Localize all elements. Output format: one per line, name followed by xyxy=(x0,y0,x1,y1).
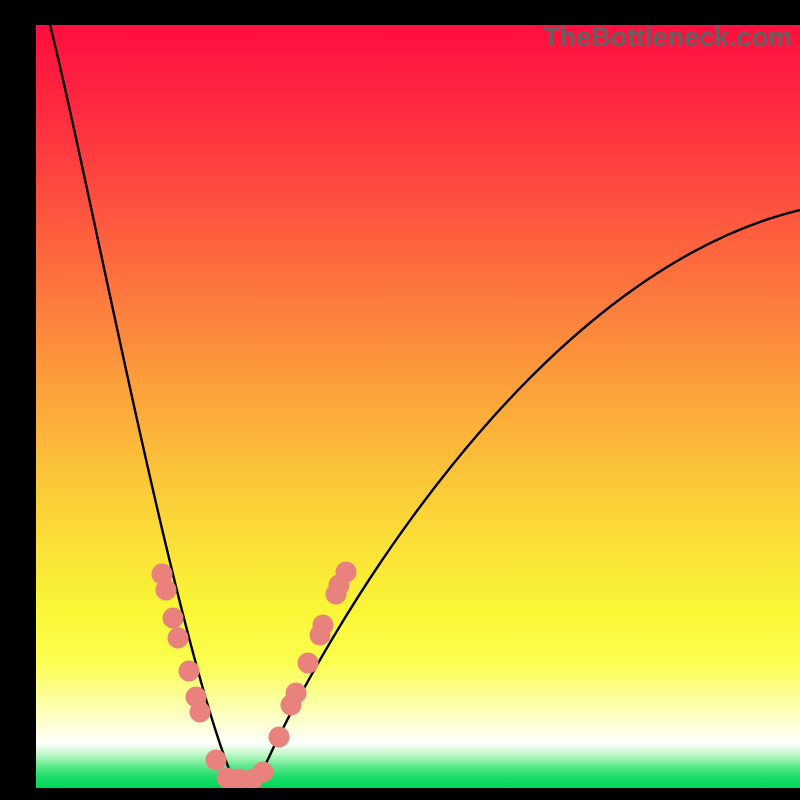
curve-marker xyxy=(286,683,307,704)
curve-marker xyxy=(163,608,184,629)
curve-marker xyxy=(168,628,189,649)
bottleneck-chart xyxy=(0,0,800,800)
curve-marker xyxy=(336,562,357,583)
curve-marker xyxy=(298,653,319,674)
curve-marker xyxy=(156,580,177,601)
watermark-text: TheBottleneck.com xyxy=(543,22,792,53)
curve-marker xyxy=(253,762,274,783)
frame-border xyxy=(0,0,36,800)
frame-border xyxy=(0,788,800,800)
curve-marker xyxy=(179,661,200,682)
curve-marker xyxy=(269,727,290,748)
curve-marker xyxy=(190,702,211,723)
plot-background xyxy=(36,25,800,788)
curve-marker xyxy=(313,615,334,636)
curve-marker xyxy=(206,750,227,771)
